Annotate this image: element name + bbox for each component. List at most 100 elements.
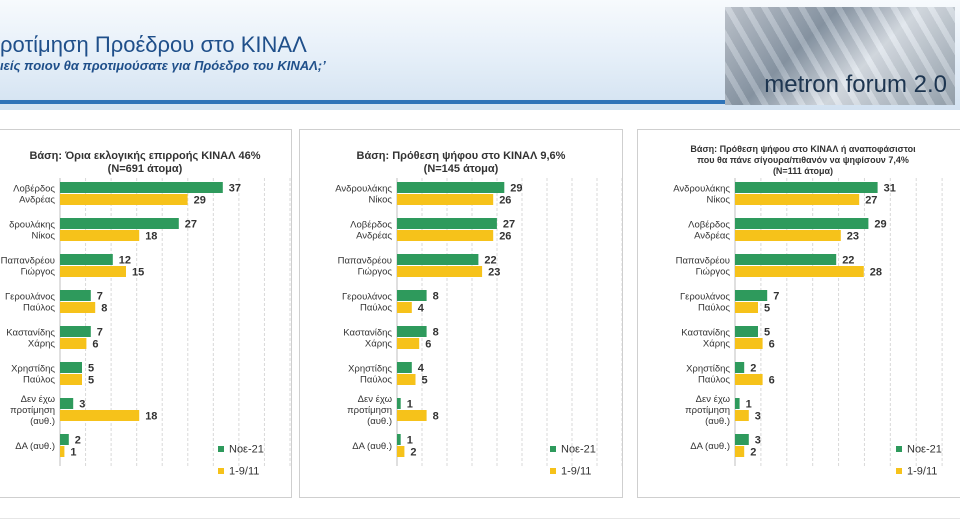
data-label: 29	[510, 183, 522, 195]
data-label: 1	[407, 399, 413, 411]
category-label: Λοβέρδος	[688, 220, 730, 231]
bar-sep-nov	[60, 266, 126, 277]
bar-nov21	[60, 218, 179, 229]
data-label: 15	[132, 267, 144, 279]
category-label: Λοβέρδος	[350, 220, 392, 231]
bar-sep-nov	[397, 230, 494, 241]
data-label: 23	[847, 231, 859, 243]
data-label: 18	[145, 411, 157, 423]
data-label: 1	[70, 447, 76, 459]
data-label: 5	[422, 375, 428, 387]
legend-swatch	[896, 468, 902, 474]
bar-nov21	[397, 254, 479, 265]
header-banner: ροτίμηση Προέδρου στο ΚΙΝΑΛ ιείς ποιον θ…	[0, 0, 960, 110]
bar-nov21	[397, 362, 412, 373]
chart-title-line: Βάση: Πρόθεση ψήφου στο ΚΙΝΑΛ ή αναποφάσ…	[690, 144, 916, 154]
chart-title: Βάση: Όρια εκλογικής επιρροής ΚΙΝΑΛ 46%(…	[0, 150, 291, 176]
category-label: Παπανδρέου	[676, 256, 730, 267]
category-label: Νίκος	[707, 195, 731, 206]
category-label: Δεν έχω	[21, 394, 56, 405]
chart-title-line: Βάση: Πρόθεση ψήφου στο ΚΙΝΑΛ 9,6%	[356, 150, 566, 162]
data-label: 27	[185, 219, 197, 231]
bar-sep-nov	[397, 338, 420, 349]
bar-nov21	[60, 434, 69, 445]
category-label: Δεν έχω	[696, 394, 731, 405]
data-label: 3	[79, 399, 85, 411]
legend-label: Νοε-21	[229, 444, 264, 456]
bar-sep-nov	[60, 446, 65, 457]
bar-sep-nov	[397, 410, 427, 421]
category-label: προτίμηση	[347, 405, 392, 416]
category-label: Ανδρουλάκης	[335, 184, 392, 195]
category-label: Παύλος	[23, 303, 55, 314]
data-label: 31	[884, 183, 896, 195]
data-label: 8	[101, 303, 107, 315]
category-label: Γερουλάνος	[680, 292, 730, 303]
category-label: Παύλος	[360, 375, 392, 386]
data-label: 28	[870, 267, 882, 279]
category-label: Δεν έχω	[358, 394, 393, 405]
category-label: Χρηστίδης	[686, 364, 730, 375]
chart-title-line: (N=691 άτομα)	[107, 163, 183, 175]
category-label: Χρηστίδης	[348, 364, 392, 375]
category-label: Χάρης	[703, 339, 731, 350]
legend-label: 1-9/11	[229, 466, 259, 478]
category-label: ΔΑ (αυθ.)	[352, 441, 392, 452]
data-label: 27	[503, 219, 515, 231]
legend-label: 1-9/11	[907, 466, 937, 478]
bar-sep-nov	[735, 410, 749, 421]
category-label: (αυθ.)	[30, 416, 55, 427]
bar-sep-nov	[397, 374, 416, 385]
data-label: 5	[764, 303, 770, 315]
bar-sep-nov	[397, 446, 405, 457]
data-label: 29	[194, 195, 206, 207]
bar-sep-nov	[60, 410, 140, 421]
bar-chart: 3127ΑνδρουλάκηςΝίκος2923ΛοβέρδοςΑνδρέας2…	[673, 178, 943, 478]
chart-title: Βάση: Πρόθεση ψήφου στο ΚΙΝΑΛ ή αναποφάσ…	[638, 144, 960, 177]
category-label: Λοβέρδος	[13, 184, 55, 195]
bar-sep-nov	[397, 302, 412, 313]
data-label: 2	[750, 363, 756, 375]
bar-sep-nov	[60, 338, 87, 349]
category-label: Παύλος	[360, 303, 392, 314]
data-label: 12	[119, 255, 131, 267]
category-label: Γερουλάνος	[5, 292, 55, 303]
bar-sep-nov	[397, 194, 494, 205]
data-label: 7	[773, 291, 779, 303]
bar-nov21	[735, 254, 837, 265]
category-label: Γιώργος	[358, 267, 393, 278]
bar-sep-nov	[60, 302, 96, 313]
data-label: 7	[97, 327, 103, 339]
legend-swatch	[218, 468, 224, 474]
data-label: 2	[750, 447, 756, 459]
category-label: Ανδρέας	[19, 195, 55, 206]
legend-swatch	[896, 446, 902, 452]
bar-sep-nov	[735, 338, 763, 349]
bar-nov21	[735, 290, 768, 301]
data-label: 3	[755, 435, 761, 447]
data-label: 5	[88, 363, 94, 375]
category-label: (αυθ.)	[705, 416, 730, 427]
chart-title-line: (N=145 άτομα)	[423, 163, 499, 175]
bar-nov21	[60, 182, 223, 193]
bar-sep-nov	[735, 374, 763, 385]
chart-panel-middle: Βάση: Πρόθεση ψήφου στο ΚΙΝΑΛ 9,6% (N=145…	[299, 129, 623, 498]
data-label: 23	[488, 267, 500, 279]
bar-nov21	[60, 290, 91, 301]
data-label: 2	[75, 435, 81, 447]
data-label: 18	[145, 231, 157, 243]
category-label: Γιώργος	[696, 267, 731, 278]
chart-panel-right: Βάση: Πρόθεση ψήφου στο ΚΙΝΑΛ ή αναποφάσ…	[637, 129, 960, 498]
data-label: 1	[407, 435, 413, 447]
data-label: 2	[410, 447, 416, 459]
category-label: Παύλος	[698, 375, 730, 386]
data-label: 3	[755, 411, 761, 423]
data-label: 5	[88, 375, 94, 387]
category-label: προτίμηση	[685, 405, 730, 416]
chart-title-line: που θα πάνε σίγουρα/πιθανόν να ψηφίσουν …	[697, 155, 909, 165]
logo-text: metron forum 2.0	[764, 71, 947, 98]
bar-nov21	[397, 290, 427, 301]
bar-nov21	[735, 326, 758, 337]
bottom-divider	[0, 518, 960, 519]
category-label: Παπανδρέου	[1, 256, 55, 267]
